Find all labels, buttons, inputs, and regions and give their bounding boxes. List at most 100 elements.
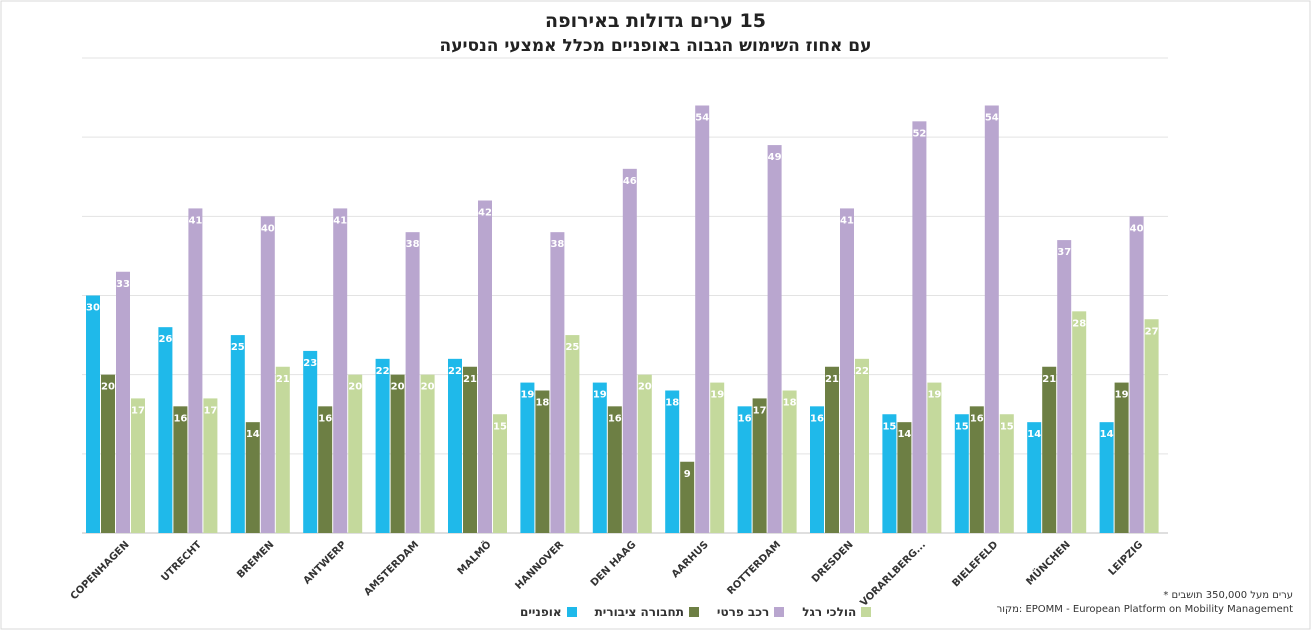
- bar: [333, 208, 347, 533]
- data-label: 22: [448, 366, 462, 377]
- legend-swatch: [774, 607, 784, 617]
- bar: [116, 272, 130, 533]
- data-label: 49: [768, 152, 782, 163]
- data-label: 16: [318, 413, 332, 424]
- data-label: 16: [173, 413, 187, 424]
- chart-title: 15 ערים גדולות באירופה: [0, 10, 1311, 32]
- bar: [231, 335, 245, 533]
- data-label: 16: [970, 413, 984, 424]
- bar: [391, 375, 405, 533]
- bar: [188, 208, 202, 533]
- data-label: 19: [927, 390, 941, 401]
- bar: [86, 296, 100, 534]
- data-label: 15: [882, 421, 896, 432]
- data-label: 16: [810, 413, 824, 424]
- bar: [348, 375, 362, 533]
- bar: [623, 169, 637, 533]
- bar: [463, 367, 477, 533]
- bar: [261, 216, 275, 533]
- bar: [695, 106, 709, 534]
- legend-item: רכב פרטי: [717, 604, 784, 620]
- bar: [421, 375, 435, 533]
- bar: [203, 398, 217, 533]
- bar: [593, 383, 607, 533]
- data-label: 22: [855, 366, 869, 377]
- bar: [173, 406, 187, 533]
- bar: [753, 398, 767, 533]
- bar: [783, 391, 797, 534]
- data-label: 52: [912, 128, 926, 139]
- bar: [318, 406, 332, 533]
- bar: [738, 406, 752, 533]
- data-label: 18: [783, 398, 797, 409]
- data-label: 15: [1000, 421, 1014, 432]
- data-label: 14: [246, 429, 260, 440]
- data-label: 38: [550, 239, 564, 250]
- data-label: 42: [478, 208, 492, 219]
- data-label: 16: [738, 413, 752, 424]
- data-label: 28: [1072, 318, 1086, 329]
- data-label: 37: [1057, 247, 1071, 258]
- data-label: 30: [86, 303, 100, 314]
- data-label: 25: [231, 342, 245, 353]
- data-label: 25: [565, 342, 579, 353]
- data-label: 26: [158, 334, 172, 345]
- bar: [101, 375, 115, 533]
- data-label: 17: [131, 405, 145, 416]
- bar: [768, 145, 782, 533]
- source-note: מקור: EPOMM - European Platform on Mobil…: [997, 603, 1293, 617]
- bar: [1057, 240, 1071, 533]
- data-label: 9: [684, 469, 691, 480]
- data-label: 46: [623, 176, 637, 187]
- legend-label: תחבורה ציבורית: [595, 605, 684, 619]
- data-label: 23: [303, 358, 317, 369]
- footnote: * ערים מעל 350,000 תושבים: [997, 589, 1293, 603]
- bar: [970, 406, 984, 533]
- chart-subtitle: עם אחוז השימוש הגבוה באופניים מכלל אמצעי…: [0, 36, 1311, 56]
- bar: [131, 398, 145, 533]
- data-label: 20: [391, 382, 405, 393]
- data-label: 20: [421, 382, 435, 393]
- data-label: 40: [261, 223, 275, 234]
- data-label: 19: [710, 390, 724, 401]
- bar: [158, 327, 172, 533]
- data-label: 41: [333, 215, 347, 226]
- bar: [825, 367, 839, 533]
- data-label: 21: [463, 374, 477, 385]
- data-label: 21: [1042, 374, 1056, 385]
- data-label: 14: [1027, 429, 1041, 440]
- legend-item: הולכי רגל: [802, 604, 871, 620]
- legend-swatch: [689, 607, 699, 617]
- bar: [276, 367, 290, 533]
- legend: אופניים תחבורה ציבורית רכב פרטי הולכי רגל: [520, 604, 871, 620]
- bar: [1145, 319, 1159, 533]
- bar: [1115, 383, 1129, 533]
- bar: [376, 359, 390, 533]
- bar: [810, 406, 824, 533]
- legend-item: אופניים: [520, 604, 577, 620]
- legend-label: רכב פרטי: [717, 605, 769, 619]
- notes: * ערים מעל 350,000 תושבים מקור: EPOMM - …: [997, 589, 1293, 617]
- bar: [550, 232, 564, 533]
- data-label: 19: [593, 390, 607, 401]
- legend-label: אופניים: [520, 605, 562, 619]
- data-label: 16: [608, 413, 622, 424]
- bar: [520, 383, 534, 533]
- data-label: 19: [520, 390, 534, 401]
- bar: [1042, 367, 1056, 533]
- data-label: 17: [203, 405, 217, 416]
- data-label: 38: [406, 239, 420, 250]
- data-label: 33: [116, 279, 130, 290]
- bar: [448, 359, 462, 533]
- bar: [985, 106, 999, 534]
- data-label: 27: [1145, 326, 1159, 337]
- data-label: 17: [753, 405, 767, 416]
- data-label: 40: [1130, 223, 1144, 234]
- bar: [840, 208, 854, 533]
- data-label: 21: [825, 374, 839, 385]
- data-label: 14: [897, 429, 911, 440]
- bar: [303, 351, 317, 533]
- legend-swatch: [567, 607, 577, 617]
- data-label: 14: [1100, 429, 1114, 440]
- bar: [478, 201, 492, 534]
